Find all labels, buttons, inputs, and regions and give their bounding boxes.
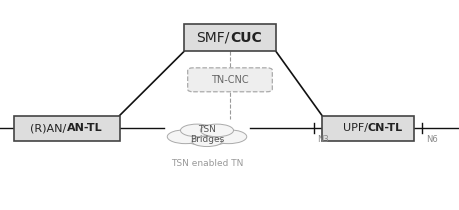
Ellipse shape bbox=[200, 124, 233, 137]
Text: TSN enabled TN: TSN enabled TN bbox=[170, 159, 243, 168]
Text: CUC: CUC bbox=[230, 31, 261, 45]
Text: TSN
Bridges: TSN Bridges bbox=[190, 125, 224, 144]
Text: CN-TL: CN-TL bbox=[367, 123, 402, 133]
Ellipse shape bbox=[180, 124, 213, 137]
Text: N6: N6 bbox=[425, 135, 437, 144]
Ellipse shape bbox=[180, 125, 233, 146]
Text: TN-CNC: TN-CNC bbox=[211, 75, 248, 85]
FancyBboxPatch shape bbox=[321, 116, 413, 141]
Ellipse shape bbox=[192, 136, 221, 147]
FancyBboxPatch shape bbox=[14, 116, 119, 141]
FancyBboxPatch shape bbox=[187, 68, 272, 92]
Ellipse shape bbox=[167, 130, 203, 144]
FancyBboxPatch shape bbox=[184, 24, 275, 51]
Ellipse shape bbox=[210, 130, 246, 144]
Text: UPF/: UPF/ bbox=[342, 123, 367, 133]
Text: (R)AN/: (R)AN/ bbox=[30, 123, 67, 133]
Text: N3: N3 bbox=[317, 135, 329, 144]
Text: AN-TL: AN-TL bbox=[67, 123, 102, 133]
Text: SMF/: SMF/ bbox=[196, 31, 230, 45]
